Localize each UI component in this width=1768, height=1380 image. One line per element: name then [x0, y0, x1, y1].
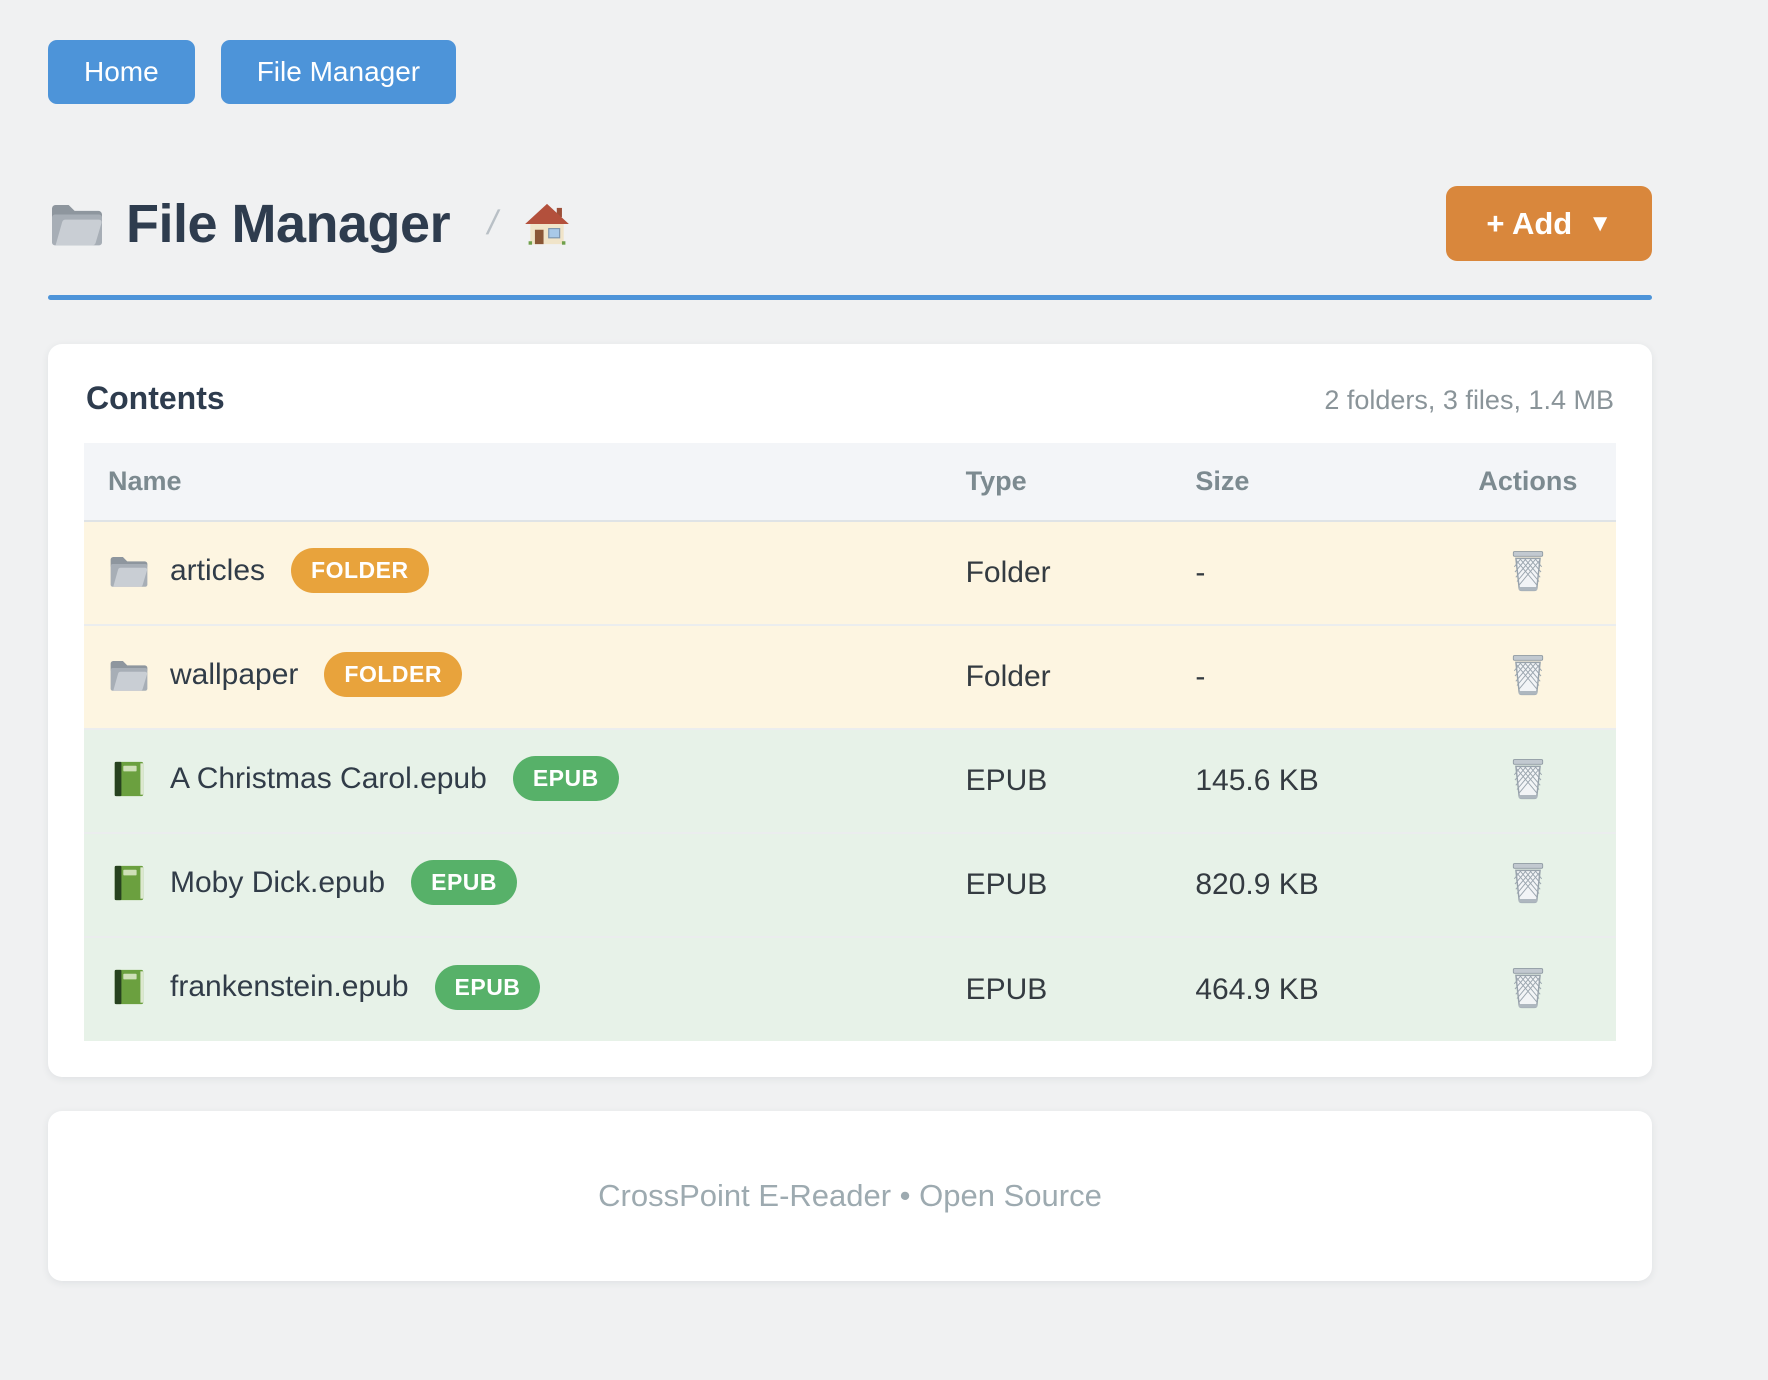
size-cell: 820.9 KB	[1195, 868, 1319, 901]
add-button-label: + Add	[1486, 206, 1573, 241]
file-name-link[interactable]: Moby Dick.epub EPUB	[108, 860, 518, 906]
title-group: File Manager /	[48, 193, 1446, 255]
page-container: Home File Manager File Manager /	[48, 0, 1652, 1281]
contents-header: Contents 2 folders, 3 files, 1.4 MB	[84, 380, 1616, 417]
trash-icon	[1510, 759, 1546, 803]
trash-icon	[1510, 967, 1546, 1012]
column-header-size: Size	[1179, 443, 1440, 522]
type-badge: FOLDER	[291, 548, 429, 594]
size-cell: -	[1195, 660, 1206, 693]
green-book-icon	[108, 968, 150, 1006]
contents-title: Contents	[86, 380, 225, 416]
delete-button[interactable]	[1506, 754, 1550, 804]
house-icon[interactable]	[524, 202, 570, 246]
table-row: wallpaper FOLDER Folder -	[84, 625, 1616, 729]
page-title: File Manager	[126, 193, 451, 254]
file-table-body: articles FOLDER Folder -	[84, 521, 1616, 1041]
file-manager-button[interactable]: File Manager	[220, 40, 457, 104]
file-name-link[interactable]: A Christmas Carol.epub EPUB	[108, 756, 619, 802]
file-name-link[interactable]: frankenstein.epub EPUB	[108, 964, 541, 1010]
table-row: Moby Dick.epub EPUB EPUB 820.9 KB	[84, 833, 1616, 937]
file-name: Moby Dick.epub	[170, 865, 386, 899]
column-header-type: Type	[949, 443, 1180, 522]
file-name-link[interactable]: wallpaper FOLDER	[108, 652, 462, 698]
file-name-link[interactable]: articles FOLDER	[108, 548, 429, 594]
home-button[interactable]: Home	[48, 40, 195, 104]
type-badge: EPUB	[512, 756, 619, 802]
size-cell: 145.6 KB	[1195, 764, 1319, 797]
contents-summary: 2 folders, 3 files, 1.4 MB	[1324, 385, 1614, 415]
contents-card: Contents 2 folders, 3 files, 1.4 MB Name…	[48, 344, 1652, 1077]
breadcrumb-separator: /	[484, 204, 502, 242]
trash-icon	[1510, 863, 1546, 907]
trash-icon	[1510, 655, 1546, 699]
folder-icon	[108, 656, 150, 694]
size-cell: 464.9 KB	[1195, 972, 1319, 1006]
column-header-name: Name	[84, 443, 950, 522]
delete-button[interactable]	[1506, 858, 1550, 908]
type-cell: EPUB	[965, 764, 1048, 797]
page-header: File Manager / + Add ▼	[48, 186, 1652, 261]
type-badge: FOLDER	[324, 652, 462, 698]
green-book-icon	[108, 760, 150, 798]
size-cell: -	[1195, 556, 1206, 589]
trash-icon	[1510, 551, 1546, 595]
column-header-actions: Actions	[1439, 443, 1616, 522]
folder-icon	[48, 199, 106, 249]
type-badge: EPUB	[411, 860, 518, 906]
type-cell: Folder	[965, 556, 1051, 589]
add-button[interactable]: + Add ▼	[1446, 186, 1652, 261]
file-name: wallpaper	[170, 657, 299, 691]
file-name: frankenstein.epub	[170, 970, 409, 1004]
green-book-icon	[108, 864, 150, 902]
delete-button[interactable]	[1506, 963, 1550, 1013]
table-row: A Christmas Carol.epub EPUB EPUB 145.6 K…	[84, 729, 1616, 833]
footer-text: CrossPoint E-Reader • Open Source	[598, 1178, 1102, 1213]
type-cell: EPUB	[965, 972, 1048, 1006]
top-nav: Home File Manager	[48, 0, 1652, 104]
footer-card: CrossPoint E-Reader • Open Source	[48, 1111, 1652, 1281]
type-cell: EPUB	[965, 868, 1048, 901]
table-header-row: Name Type Size Actions	[84, 443, 1616, 522]
chevron-down-icon: ▼	[1588, 209, 1612, 237]
file-name: A Christmas Carol.epub	[170, 761, 487, 795]
folder-icon	[108, 552, 150, 590]
delete-button[interactable]	[1506, 546, 1550, 596]
file-table: Name Type Size Actions articles FOLDER F…	[84, 443, 1616, 1041]
file-name: articles	[170, 553, 266, 587]
type-badge: EPUB	[434, 964, 541, 1010]
table-row: articles FOLDER Folder -	[84, 521, 1616, 625]
header-divider	[48, 295, 1652, 300]
table-row: frankenstein.epub EPUB EPUB 464.9 KB	[84, 937, 1616, 1041]
type-cell: Folder	[965, 660, 1051, 693]
delete-button[interactable]	[1506, 650, 1550, 700]
